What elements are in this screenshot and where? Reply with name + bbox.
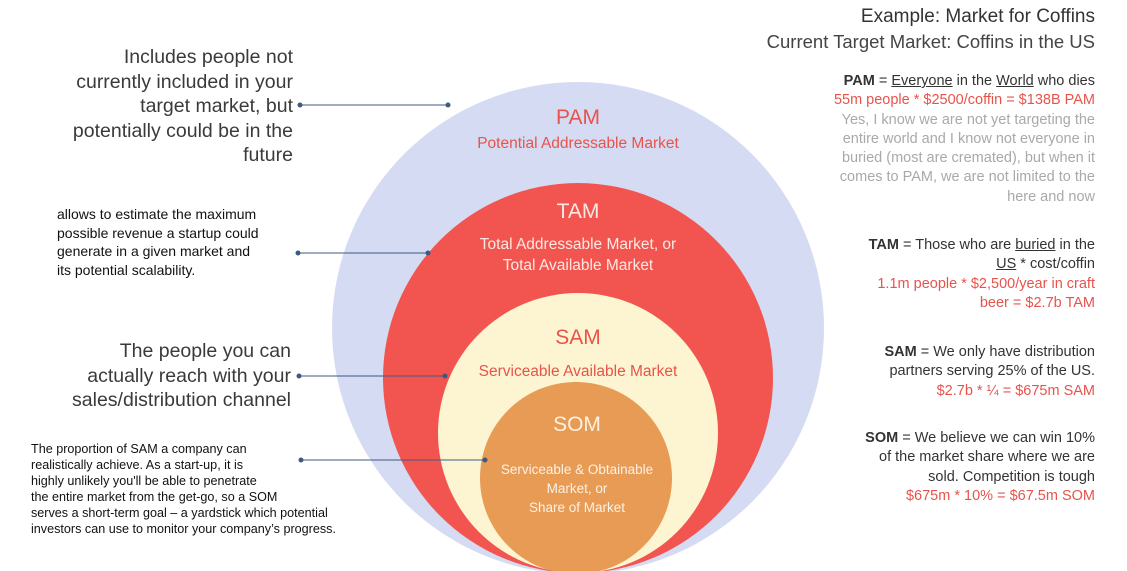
example-subtitle: Current Target Market: Coffins in the US <box>766 31 1095 52</box>
connector-sam <box>296 373 448 379</box>
tam-subtitle-line1: Total Addressable Market, or <box>480 236 676 253</box>
tam-title: TAM <box>557 200 600 223</box>
connector-tam <box>295 250 431 256</box>
som-subtitle-line3: Share of Market <box>529 500 625 515</box>
tam-description: allows to estimate the maximum possible … <box>57 206 259 278</box>
som-description: The proportion of SAM a company can real… <box>31 442 336 536</box>
pam-subtitle: Potential Addressable Market <box>477 135 679 152</box>
sam-description: The people you can actually reach with y… <box>72 340 291 411</box>
som-subtitle-line1: Serviceable & Obtainable <box>501 462 653 477</box>
example-pam-block: PAM = Everyone in the World who dies 55m… <box>833 73 1095 205</box>
pam-description: Includes people not currently included i… <box>72 46 293 166</box>
tam-subtitle-line2: Total Available Market <box>503 257 654 274</box>
som-circle <box>480 382 672 571</box>
connector-som <box>298 457 488 463</box>
som-title: SOM <box>553 413 601 436</box>
example-som-block: SOM = We believe we can win 10% of the m… <box>865 430 1095 504</box>
example-sam-block: SAM = We only have distribution partners… <box>884 344 1096 399</box>
sam-title: SAM <box>555 326 601 349</box>
sam-subtitle: Serviceable Available Market <box>479 363 678 380</box>
example-title: Example: Market for Coffins <box>860 6 1095 27</box>
pam-title: PAM <box>556 106 600 129</box>
som-subtitle-line2: Market, or <box>547 481 608 496</box>
example-tam-block: TAM = Those who are buried in the US * c… <box>868 237 1095 311</box>
connector-pam <box>297 102 451 108</box>
